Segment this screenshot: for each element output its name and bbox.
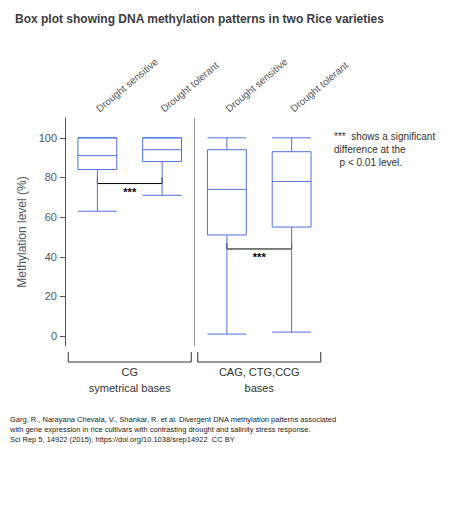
svg-text:60: 60 [45,211,57,223]
svg-text:Box plot showing DNA methylati: Box plot showing DNA methylation pattern… [15,12,384,26]
svg-text:Drought tolerant: Drought tolerant [159,60,221,115]
svg-text:***: *** [253,251,267,263]
svg-text:Drought tolerant: Drought tolerant [288,60,350,115]
svg-text:***: *** [123,186,137,198]
svg-text:20: 20 [45,290,57,302]
svg-text:CAG, CTG,CCG: CAG, CTG,CCG [219,366,300,378]
svg-text:Garg, R., Narayana Chevala, V.: Garg, R., Narayana Chevala, V., Shankar,… [10,415,336,424]
svg-text:bases: bases [245,382,275,394]
svg-text:Sci Rep 5, 14922 (2015). https: Sci Rep 5, 14922 (2015). https://doi.org… [10,435,235,444]
svg-text:symetrical bases: symetrical bases [89,382,171,394]
svg-text:*** shows a significant: *** shows a significant [334,131,435,142]
svg-text:with gene expression in rice c: with gene expression in rice cultivars w… [9,425,311,434]
svg-text:Methylation level (%): Methylation level (%) [15,176,29,287]
svg-text:CG: CG [122,366,139,378]
svg-text:p < 0.01 level.: p < 0.01 level. [334,157,402,168]
svg-text:40: 40 [45,251,57,263]
svg-text:80: 80 [45,171,57,183]
svg-text:0: 0 [51,330,57,342]
svg-text:Drought sensitive: Drought sensitive [223,56,290,114]
svg-text:Drought sensitive: Drought sensitive [94,56,161,114]
svg-text:difference at the: difference at the [334,144,406,155]
svg-text:100: 100 [39,132,57,144]
